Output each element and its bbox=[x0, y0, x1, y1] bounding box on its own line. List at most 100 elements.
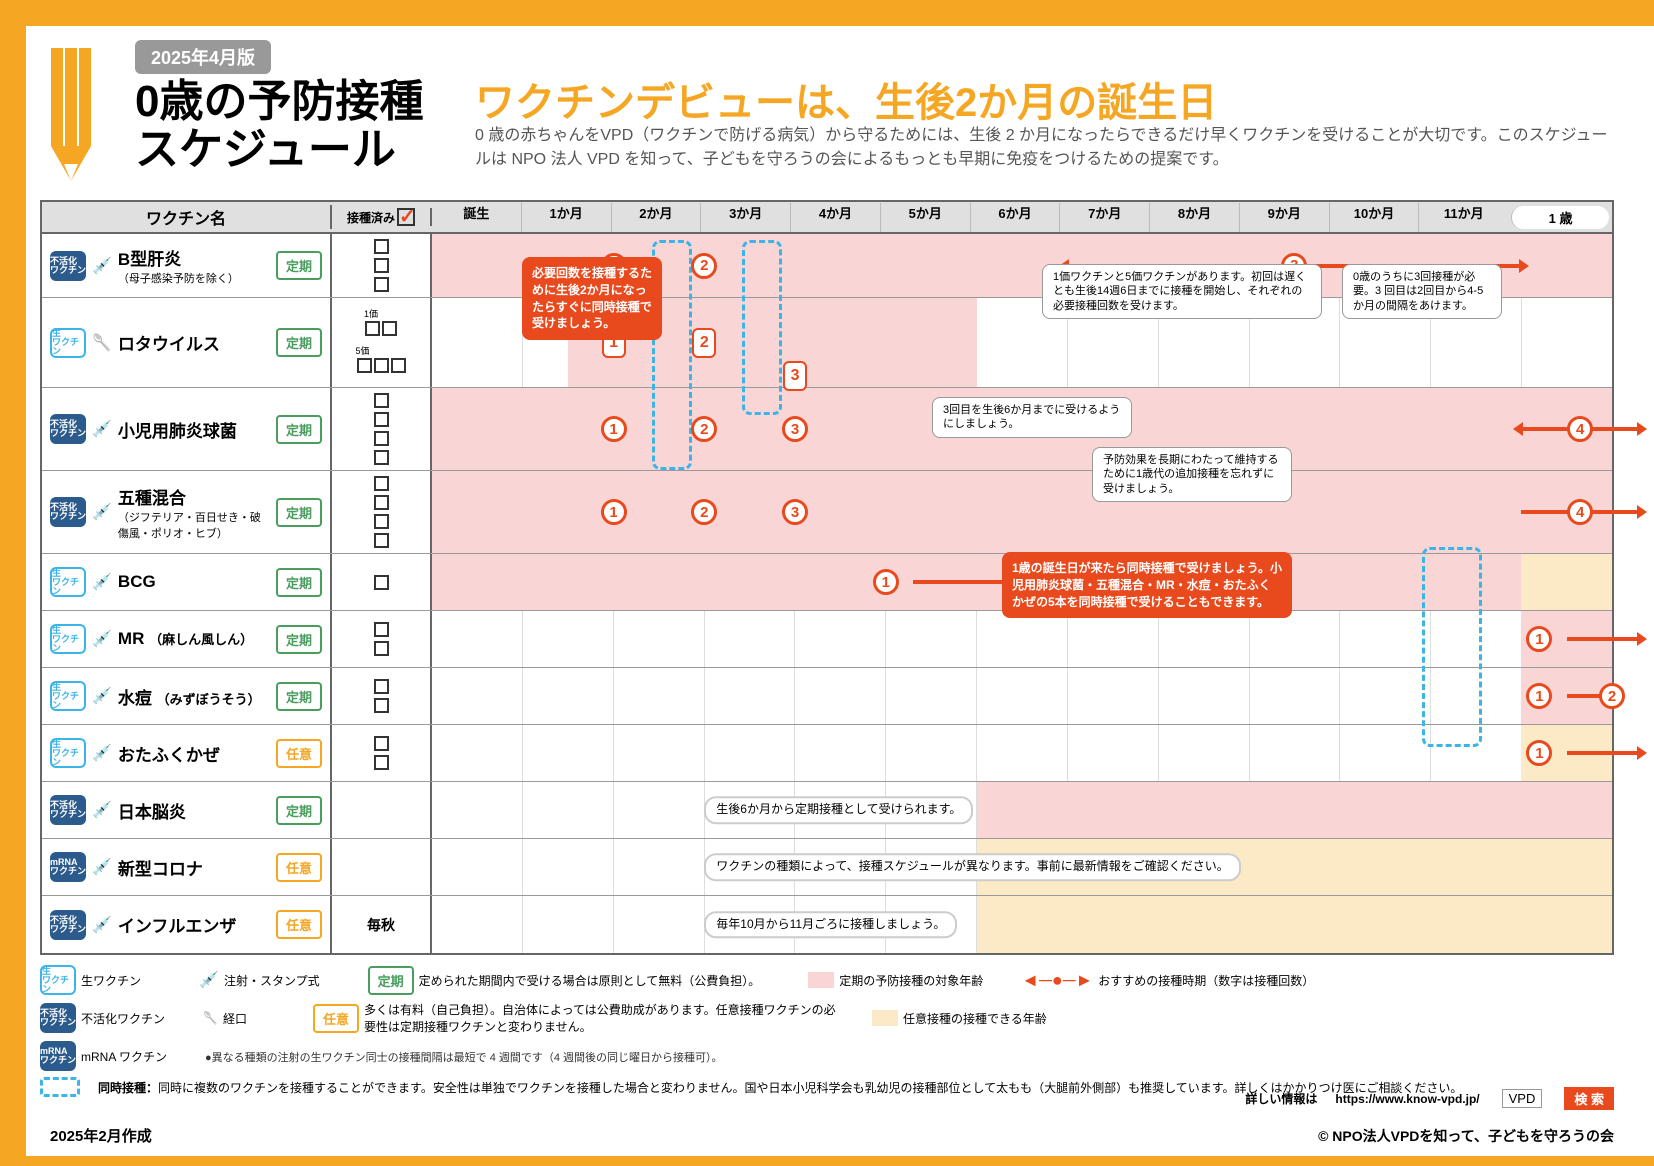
dose-arrow bbox=[1567, 637, 1640, 641]
vaccine-type-badge: 生ワクチン bbox=[50, 328, 86, 358]
month-header: 9か月 bbox=[1239, 203, 1329, 232]
dose-marker: 2 bbox=[1599, 683, 1625, 709]
dose-marker: 1 bbox=[601, 499, 627, 525]
month-header: 2か月 bbox=[611, 203, 701, 232]
category-badge: 定期 bbox=[276, 568, 322, 597]
callout: 予防効果を長期にわたって維持するために1歳代の追加接種を忘れずに受けましょう。 bbox=[1092, 447, 1292, 502]
vaccine-type-badge: 不活化ワクチン bbox=[50, 414, 86, 444]
dose-marker: 4 bbox=[1567, 416, 1593, 442]
syringe-icon: 💉 bbox=[92, 502, 112, 522]
vaccine-name-label: BCG bbox=[118, 572, 270, 592]
callout: 1歳の誕生日が来たら同時接種で受けましょう。小児用肺炎球菌・五種混合・MR・水痘… bbox=[1002, 552, 1292, 618]
month-header: 誕生 bbox=[432, 203, 521, 232]
simul-box bbox=[742, 240, 782, 415]
syringe-icon: 💉 bbox=[92, 419, 112, 439]
period-band bbox=[1521, 554, 1612, 610]
vaccine-row: 不活化ワクチン💉日本脳炎定期生後6か月から定期接種として受けられます。 bbox=[42, 782, 1612, 839]
search-button[interactable]: 検 索 bbox=[1564, 1087, 1614, 1110]
vaccine-type-badge: 不活化ワクチン bbox=[50, 795, 86, 825]
pencil-icon bbox=[36, 36, 106, 186]
check-cell bbox=[332, 839, 432, 895]
month-header: 10か月 bbox=[1329, 203, 1419, 232]
dose-arrow bbox=[1567, 751, 1640, 755]
vaccine-name-label: 小児用肺炎球菌 bbox=[118, 417, 270, 442]
syringe-icon: 💉 bbox=[92, 800, 112, 820]
syringe-icon: 💉 bbox=[92, 686, 112, 706]
legend-mrna-badge: mRNAワクチン bbox=[40, 1041, 76, 1071]
dose-marker: 1 bbox=[601, 416, 627, 442]
dose-marker: 4 bbox=[1567, 499, 1593, 525]
vaccine-row: 不活化ワクチン💉インフルエンザ任意毎秋毎年10月から11月ごろに接種しましょう。 bbox=[42, 896, 1612, 953]
vaccine-type-badge: mRNAワクチン bbox=[50, 852, 86, 882]
dose-marker: 2 bbox=[691, 253, 717, 279]
vaccine-name-label: おたふくかぜ bbox=[118, 741, 270, 766]
vaccine-name-label: 五種混合（ジフテリア・百日せき・破傷風・ポリオ・ヒブ） bbox=[118, 484, 270, 541]
dose-marker: 3 bbox=[782, 416, 808, 442]
timeline-cell: 生後6か月から定期接種として受けられます。 bbox=[432, 782, 1612, 838]
syringe-icon: 💉 bbox=[92, 857, 112, 877]
dose-marker: 2 bbox=[692, 328, 716, 358]
dose-marker: 3 bbox=[783, 361, 807, 391]
category-badge: 任意 bbox=[276, 853, 322, 882]
category-badge: 任意 bbox=[276, 910, 322, 939]
info-bubble: 生後6か月から定期接種として受けられます。 bbox=[704, 796, 973, 824]
vaccine-name-label: 水痘 （みずぼうそう） bbox=[118, 684, 270, 709]
category-badge: 定期 bbox=[276, 498, 322, 527]
vaccine-type-badge: 生ワクチン bbox=[50, 738, 86, 768]
info-bubble: 毎年10月から11月ごろに接種しましょう。 bbox=[704, 911, 957, 939]
timeline-cell: 毎年10月から11月ごろに接種しましょう。 bbox=[432, 896, 1612, 953]
category-badge: 定期 bbox=[276, 251, 322, 280]
legend: 生ワクチン生ワクチン 💉注射・スタンプ式 定期定められた期間内で受ける場合は原則… bbox=[40, 965, 1614, 1116]
oral-icon: 🥄 bbox=[92, 333, 112, 353]
vaccine-name-label: インフルエンザ bbox=[118, 912, 270, 937]
syringe-icon: 💉 bbox=[92, 915, 112, 935]
header-check: 接種済み ✓ bbox=[332, 208, 432, 226]
timeline-cell: 1 2 3 4 bbox=[432, 471, 1612, 553]
timeline-cell: ワクチンの種類によって、接種スケジュールが異なります。事前に最新情報をご確認くだ… bbox=[432, 839, 1612, 895]
dose-marker: 1 bbox=[1526, 626, 1552, 652]
version-badge: 2025年4月版 bbox=[135, 40, 271, 74]
dose-marker: 1 bbox=[873, 569, 899, 595]
vaccine-name-label: MR （麻しん風しん） bbox=[118, 629, 270, 649]
period-band bbox=[977, 896, 1612, 953]
month-header: 11か月 bbox=[1418, 203, 1508, 232]
simul-box-icon bbox=[40, 1077, 80, 1097]
simul-box bbox=[1422, 547, 1482, 747]
syringe-icon: 💉 bbox=[92, 629, 112, 649]
month-header: 8か月 bbox=[1149, 203, 1239, 232]
check-cell: 毎秋 bbox=[332, 896, 432, 953]
vaccine-type-badge: 生ワクチン bbox=[50, 681, 86, 711]
vaccine-row: 生ワクチン💉MR （麻しん風しん）定期1 bbox=[42, 611, 1612, 668]
footer-created: 2025年2月作成 bbox=[50, 1125, 152, 1146]
dose-marker: 1 bbox=[1526, 683, 1552, 709]
dose-marker: 2 bbox=[691, 416, 717, 442]
dose-marker: 2 bbox=[691, 499, 717, 525]
check-cell bbox=[332, 725, 432, 781]
category-badge: 定期 bbox=[276, 415, 322, 444]
month-header: 7か月 bbox=[1059, 203, 1149, 232]
legend-live-badge: 生ワクチン bbox=[40, 965, 76, 995]
callout: 0歳のうちに3回接種が必要。3 回目は2回目から4-5か月の間隔をあけます。 bbox=[1342, 264, 1502, 319]
vaccine-row: 不活化ワクチン 💉 小児用肺炎球菌定期 1 2 3 4 bbox=[42, 388, 1612, 471]
month-header: 4か月 bbox=[790, 203, 880, 232]
subtitle: 0 歳の赤ちゃんをVPD（ワクチンで防げる病気）から守るためには、生後 2 か月… bbox=[475, 124, 1614, 172]
month-header: 1か月 bbox=[521, 203, 611, 232]
category-badge: 定期 bbox=[276, 328, 322, 357]
dose-marker: 3 bbox=[782, 499, 808, 525]
orange-title: ワクチンデビューは、生後2か月の誕生日 bbox=[475, 70, 1217, 128]
vaccine-row: 生ワクチン💉水痘 （みずぼうそう）定期12 bbox=[42, 668, 1612, 725]
check-cell bbox=[332, 388, 432, 470]
month-header: 6か月 bbox=[970, 203, 1060, 232]
check-cell bbox=[332, 611, 432, 667]
vaccine-row: 不活化ワクチン💉五種混合（ジフテリア・百日せき・破傷風・ポリオ・ヒブ）定期123… bbox=[42, 471, 1612, 554]
check-cell bbox=[332, 782, 432, 838]
callout: 必要回数を接種するために生後2か月になったらすぐに同時接種で受けましょう。 bbox=[522, 257, 662, 340]
vaccine-type-badge: 不活化ワクチン bbox=[50, 251, 86, 281]
vaccine-type-badge: 生ワクチン bbox=[50, 567, 86, 597]
category-badge: 定期 bbox=[276, 682, 322, 711]
check-cell: 1価5価 bbox=[332, 298, 432, 387]
month-header: 1 歳 bbox=[1511, 206, 1609, 229]
category-badge: 定期 bbox=[276, 625, 322, 654]
period-band bbox=[977, 782, 1612, 838]
footer-copyright: © NPO法人VPDを知って、子どもを守ろうの会 bbox=[1318, 1126, 1614, 1146]
